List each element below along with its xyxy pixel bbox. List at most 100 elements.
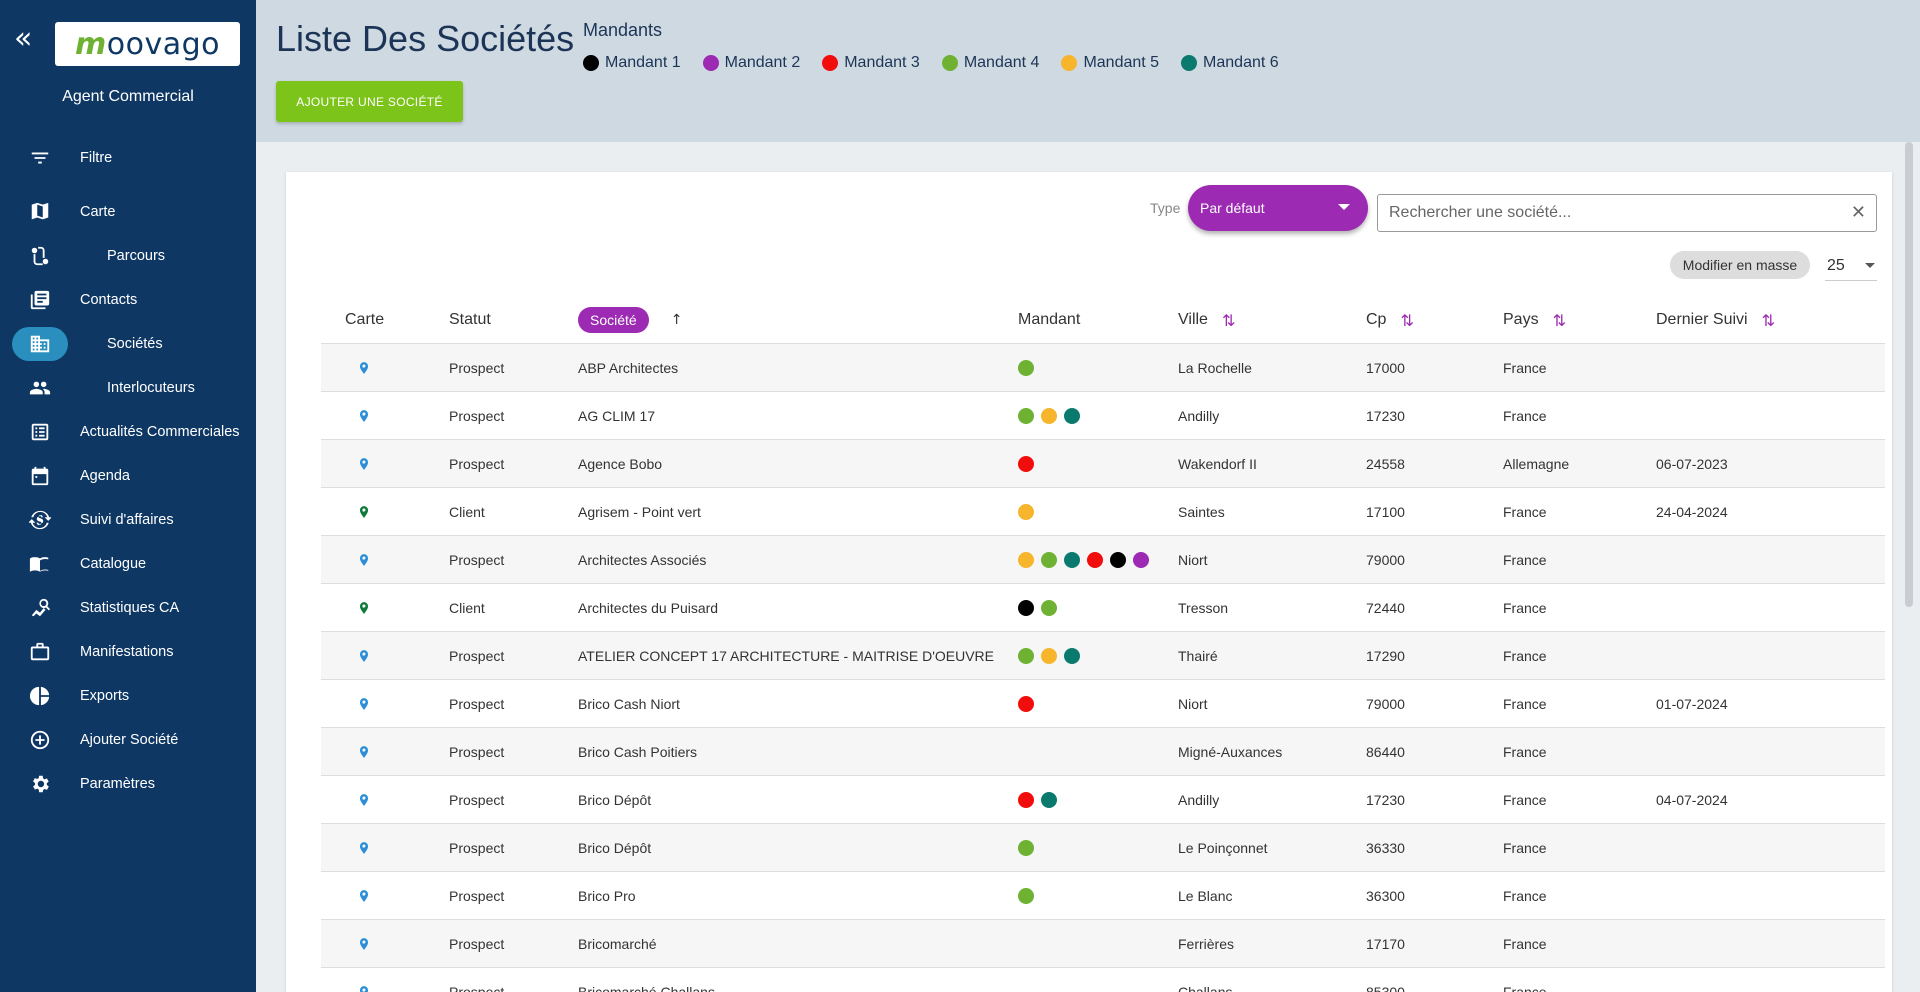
cell-societe[interactable]: Bricomarché Challans — [578, 983, 715, 992]
cell-societe[interactable]: Brico Dépôt — [578, 839, 652, 856]
column-header-pays[interactable]: Pays ⇅ — [1503, 296, 1566, 344]
table-row[interactable]: Client Architectes du Puisard Tresson 72440… — [321, 584, 1885, 632]
cell-societe[interactable]: Bricomarché — [578, 935, 657, 952]
table-row[interactable]: Prospect Architectes Associés Niort 79000 Fr… — [321, 536, 1885, 584]
table-row[interactable]: Prospect Brico Pro Le Blanc 36300 France — [321, 872, 1885, 920]
cell-cp: 72440 — [1366, 599, 1405, 616]
cell-societe[interactable]: Architectes Associés — [578, 551, 707, 568]
cell-societe[interactable]: Architectes du Puisard — [578, 599, 719, 616]
sidebar-item-contacts[interactable]: Contacts — [0, 280, 256, 320]
table-row[interactable]: Prospect Bricomarché Ferrières 17170 France — [321, 920, 1885, 968]
search-input[interactable] — [1378, 195, 1818, 231]
table-row[interactable]: Prospect Bricomarché Challans Challans 8530… — [321, 968, 1885, 992]
sidebar-item-parcours[interactable]: Parcours — [0, 236, 256, 276]
table-row[interactable]: Client Agrisem - Point vert Saintes 17100 Fr… — [321, 488, 1885, 536]
table-row[interactable]: Prospect Brico Dépôt Andilly 17230 France 04-… — [321, 776, 1885, 824]
sort-toggle-icon[interactable]: ⇅ — [1552, 310, 1566, 330]
pie-icon — [26, 682, 54, 710]
cell-cp: 85300 — [1366, 983, 1405, 992]
cell-societe[interactable]: Brico Cash Niort — [578, 695, 680, 712]
column-header-cp[interactable]: Cp ⇅ — [1366, 296, 1414, 344]
column-header-dernier-suivi[interactable]: Dernier Suivi ⇅ — [1656, 296, 1775, 344]
cell-dernier-suivi: 04-07-2024 — [1656, 791, 1728, 808]
logo: moovago — [55, 22, 240, 66]
sidebar-item-parametres[interactable]: Paramètres — [0, 764, 256, 804]
sidebar-item-ajouter-societe[interactable]: Ajouter Société — [0, 720, 256, 760]
cell-societe[interactable]: ABP Architectes — [578, 359, 679, 376]
sidebar-item-agenda[interactable]: Agenda — [0, 456, 256, 496]
sidebar-item-interlocuteurs[interactable]: Interlocuteurs — [0, 368, 256, 408]
map-pin-icon[interactable] — [357, 824, 371, 871]
cell-societe[interactable]: Agrisem - Point vert — [578, 503, 701, 520]
map-pin-icon[interactable] — [357, 344, 371, 391]
map-pin-icon[interactable] — [357, 776, 371, 823]
page-size-select[interactable]: 25 — [1825, 251, 1877, 281]
sidebar-item-exports[interactable]: Exports — [0, 676, 256, 716]
table-row[interactable]: Prospect Brico Cash Niort Niort 79000 France… — [321, 680, 1885, 728]
table-row[interactable]: Prospect ABP Architectes La Rochelle 17000 F… — [321, 344, 1885, 392]
type-select[interactable]: Par défaut — [1188, 185, 1368, 231]
cell-societe[interactable]: AG CLIM 17 — [578, 407, 656, 424]
cell-ville: Andilly — [1178, 407, 1220, 424]
cell-cp: 36300 — [1366, 887, 1405, 904]
table-row[interactable]: Prospect Agence Bobo Wakendorf II 24558 Alle… — [321, 440, 1885, 488]
map-pin-icon[interactable] — [357, 536, 371, 583]
map-pin-icon[interactable] — [357, 584, 371, 631]
sidebar-item-societes[interactable]: Sociétés — [0, 324, 256, 364]
map-pin-icon[interactable] — [357, 680, 371, 727]
dropdown-caret-icon — [1865, 263, 1875, 268]
cell-ville: La Rochelle — [1178, 359, 1252, 376]
clear-icon[interactable]: ✕ — [1850, 202, 1866, 223]
map-pin-icon[interactable] — [357, 728, 371, 775]
cell-statut: Prospect — [449, 647, 505, 664]
sidebar-item-suivi-d-affaires[interactable]: Suivi d'affaires — [0, 500, 256, 540]
cell-cp: 79000 — [1366, 551, 1405, 568]
sidebar-item-statistiques-ca[interactable]: Statistiques CA — [0, 588, 256, 628]
map-pin-icon[interactable] — [357, 488, 371, 535]
cell-societe[interactable]: Brico Dépôt — [578, 791, 652, 808]
sort-chip-societe[interactable]: Société — [578, 307, 649, 333]
column-header-ville[interactable]: Ville ⇅ — [1178, 296, 1235, 344]
table-row[interactable]: Prospect ATELIER CONCEPT 17 ARCHITECTURE … — [321, 632, 1885, 680]
search-field[interactable]: ✕ — [1377, 194, 1877, 232]
cell-statut: Prospect — [449, 935, 505, 952]
table-row[interactable]: Prospect AG CLIM 17 Andilly 17230 France — [321, 392, 1885, 440]
add-company-button[interactable]: AJOUTER UNE SOCIÉTÉ — [276, 81, 463, 122]
map-pin-icon[interactable] — [357, 872, 371, 919]
cell-mandants — [1018, 440, 1041, 487]
type-select-value: Par défaut — [1200, 200, 1265, 216]
legend-label: Mandant 1 — [605, 54, 681, 71]
sidebar-item-filtre[interactable]: Filtre — [0, 138, 256, 178]
cell-ville: Wakendorf II — [1178, 455, 1257, 472]
map-pin-icon[interactable] — [357, 632, 371, 679]
scrollbar[interactable] — [1905, 142, 1913, 607]
sidebar-item-label: Contacts — [80, 292, 138, 308]
mass-edit-button[interactable]: Modifier en masse — [1670, 251, 1810, 279]
sort-ascending-icon[interactable]: ↑ — [670, 312, 683, 328]
mandant-color-dot — [702, 55, 719, 71]
map-pin-icon[interactable] — [357, 440, 371, 487]
map-pin-icon[interactable] — [357, 392, 371, 439]
sidebar-item-actualites-commerciales[interactable]: Actualités Commerciales — [0, 412, 256, 452]
cell-societe[interactable]: Brico Pro — [578, 887, 636, 904]
sidebar-item-manifestations[interactable]: Manifestations — [0, 632, 256, 672]
sidebar-item-carte[interactable]: Carte — [0, 192, 256, 232]
cell-statut: Prospect — [449, 695, 505, 712]
cell-societe[interactable]: ATELIER CONCEPT 17 ARCHITECTURE - MAITRI… — [578, 647, 995, 664]
cell-statut: Prospect — [449, 551, 505, 568]
sort-toggle-icon[interactable]: ⇅ — [1400, 310, 1414, 330]
collapse-sidebar-icon[interactable]: « — [14, 21, 33, 56]
map-pin-icon[interactable] — [357, 968, 371, 992]
cell-cp: 36330 — [1366, 839, 1405, 856]
map-pin-icon[interactable] — [357, 920, 371, 967]
column-header-societe[interactable]: Société ↑ — [578, 296, 682, 344]
sidebar-item-catalogue[interactable]: Catalogue — [0, 544, 256, 584]
cell-societe[interactable]: Brico Cash Poitiers — [578, 743, 698, 760]
sort-toggle-icon[interactable]: ⇅ — [1221, 310, 1236, 330]
cell-ville: Tresson — [1178, 599, 1229, 616]
table-row[interactable]: Prospect Brico Dépôt Le Poinçonnet 36330 Fra… — [321, 824, 1885, 872]
cell-societe[interactable]: Agence Bobo — [578, 455, 663, 472]
sort-toggle-icon[interactable]: ⇅ — [1761, 310, 1775, 330]
table-row[interactable]: Prospect Brico Cash Poitiers Migné-Auxance… — [321, 728, 1885, 776]
mandant-dot — [1041, 407, 1057, 424]
